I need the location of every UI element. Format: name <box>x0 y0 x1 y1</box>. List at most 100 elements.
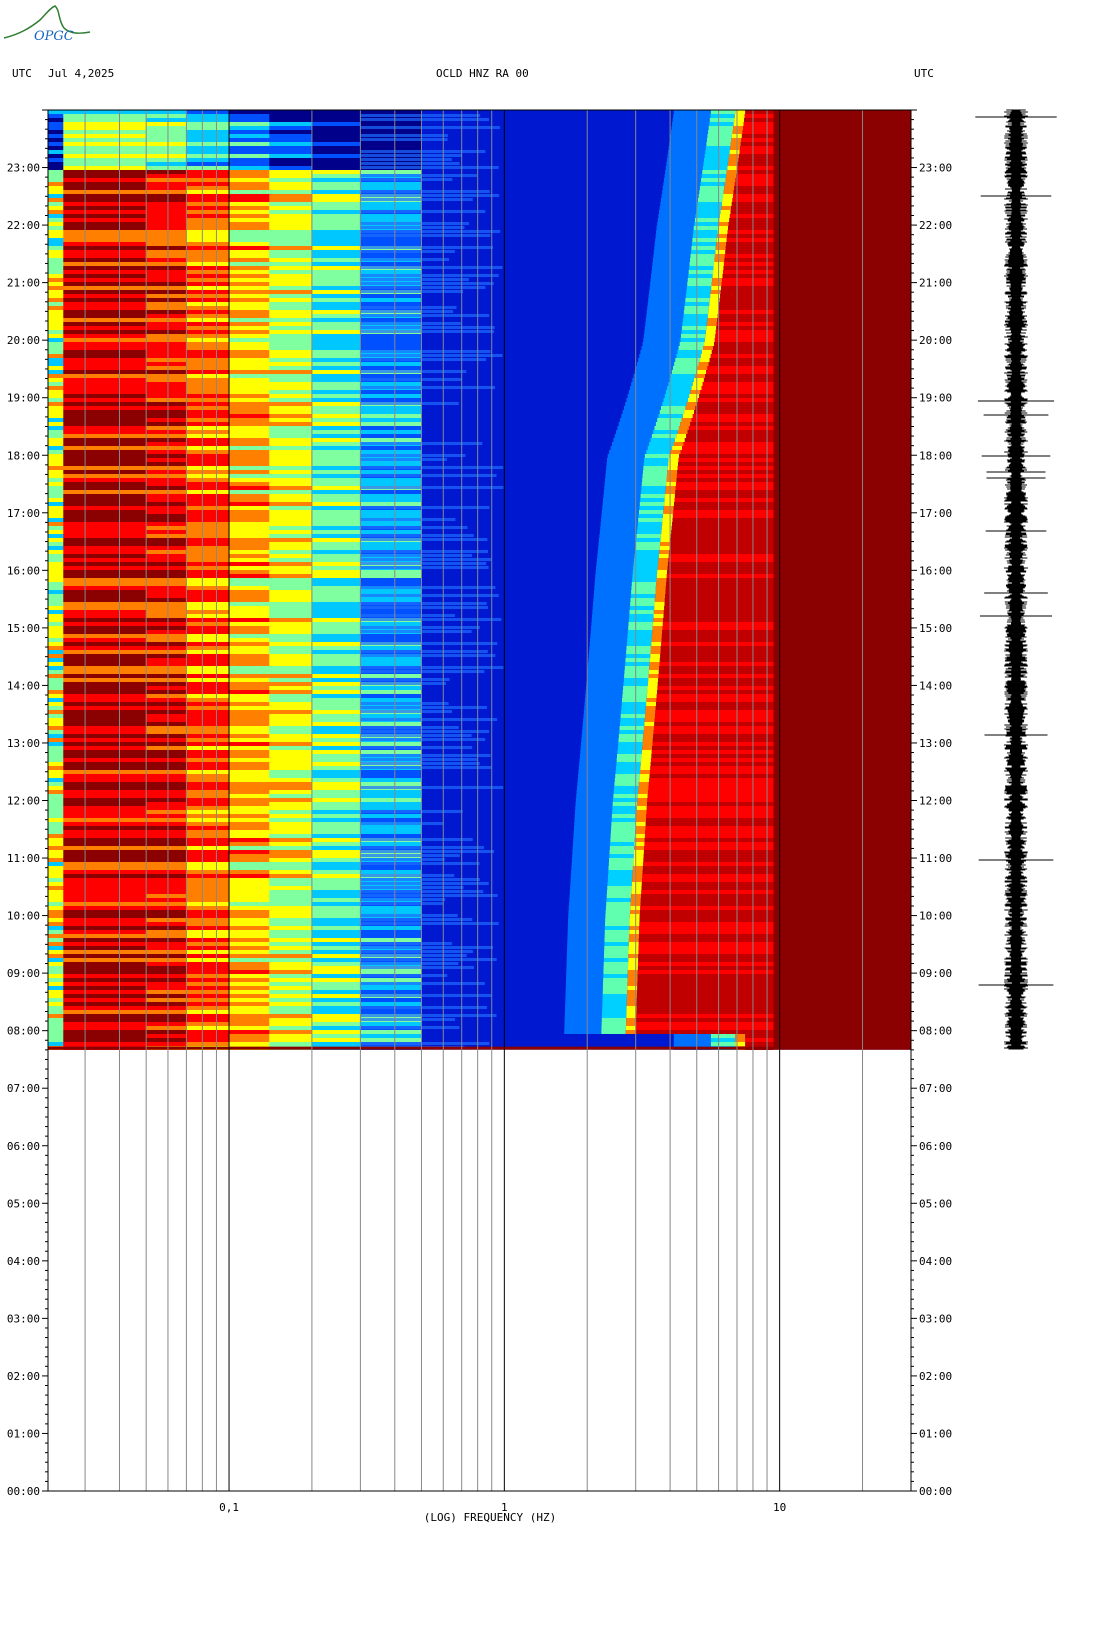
heatmap-cell <box>621 702 647 706</box>
heatmap-cell <box>635 542 661 546</box>
heatmap-cell <box>718 310 774 314</box>
heatmap-cell <box>48 882 64 886</box>
heatmap-cell <box>691 242 717 246</box>
heatmap-cell <box>672 446 683 450</box>
heatmap-cell <box>146 754 187 758</box>
heatmap-cell <box>311 510 361 514</box>
heatmap-cell <box>360 698 422 702</box>
heatmap-cell <box>683 310 709 314</box>
heatmap-cell <box>269 266 313 270</box>
heatmap-cell <box>608 866 633 870</box>
logo-text: OPGC <box>34 29 74 44</box>
heatmap-cell <box>591 618 629 622</box>
heatmap-cell <box>636 1018 774 1022</box>
heatmap-cell <box>48 118 64 122</box>
heatmap-cell <box>63 514 147 518</box>
y-tick-label-right: 09:00 <box>919 967 952 980</box>
heatmap-cell <box>63 250 147 254</box>
heatmap-cell <box>186 626 230 630</box>
data-start-line <box>48 1046 911 1050</box>
heatmap-cell <box>711 286 722 290</box>
heatmap-cell <box>311 230 361 234</box>
heatmap-cell <box>672 366 698 370</box>
heatmap-cell <box>269 994 313 998</box>
heatmap-cell <box>229 302 270 306</box>
heatmap-cell <box>229 454 270 458</box>
heatmap-cell <box>360 770 422 774</box>
heatmap-cell <box>186 482 230 486</box>
heatmap-cell <box>63 422 147 426</box>
heatmap-cell <box>682 446 774 450</box>
heatmap-cell <box>647 682 658 686</box>
heatmap-cell <box>186 138 230 142</box>
heatmap-cell <box>63 358 147 362</box>
heatmap-cell <box>63 1022 147 1026</box>
heatmap-cell <box>592 614 630 618</box>
heatmap-cell <box>677 466 774 470</box>
heatmap-cell <box>360 838 473 841</box>
heatmap-cell <box>594 578 633 582</box>
heatmap-cell <box>653 430 678 434</box>
heatmap-cell <box>269 790 313 794</box>
heatmap-cell <box>63 446 147 450</box>
heatmap-cell <box>632 878 643 882</box>
heatmap-cell <box>63 886 147 890</box>
heatmap-cell <box>598 546 636 550</box>
heatmap-cell <box>229 954 270 958</box>
heatmap-cell <box>48 586 64 590</box>
heatmap-cell <box>360 566 489 569</box>
heatmap-cell <box>63 1010 147 1014</box>
heatmap-cell <box>269 1002 313 1006</box>
heatmap-cell <box>48 338 64 342</box>
y-tick-label-left: 06:00 <box>7 1140 40 1153</box>
heatmap-cell <box>724 254 774 258</box>
heatmap-cell <box>638 782 649 786</box>
heatmap-cell <box>686 286 712 290</box>
heatmap-cell <box>723 266 774 270</box>
heatmap-cell <box>186 154 230 158</box>
heatmap-cell <box>311 958 361 962</box>
heatmap-cell <box>48 290 64 294</box>
heatmap-cell <box>269 998 313 1002</box>
heatmap-cell <box>360 550 489 553</box>
heatmap-cell <box>705 146 731 150</box>
heatmap-cell <box>63 166 147 170</box>
heatmap-cell <box>48 922 64 926</box>
heatmap-cell <box>48 958 64 962</box>
heatmap-cell <box>311 918 361 922</box>
heatmap-cell <box>603 962 629 966</box>
heatmap-cell <box>269 626 313 630</box>
heatmap-cell <box>702 346 713 350</box>
heatmap-cell <box>146 674 187 678</box>
heatmap-cell <box>229 130 270 134</box>
heatmap-cell <box>48 806 64 810</box>
heatmap-cell <box>360 498 422 502</box>
heatmap-cell <box>146 390 187 394</box>
heatmap-cell <box>665 390 691 394</box>
heatmap-cell <box>360 470 422 474</box>
heatmap-cell <box>63 666 147 670</box>
heatmap-cell <box>633 374 671 378</box>
heatmap-cell <box>63 994 147 998</box>
heatmap-cell <box>564 1030 602 1034</box>
heatmap-cell <box>648 674 659 678</box>
heatmap-cell <box>667 570 774 574</box>
heatmap-cell <box>269 442 313 446</box>
heatmap-cell <box>63 246 147 250</box>
heatmap-cell <box>726 170 737 174</box>
heatmap-cell <box>703 378 774 382</box>
heatmap-cell <box>679 342 705 346</box>
heatmap-cell <box>714 254 725 258</box>
heatmap-cell <box>629 610 654 614</box>
heatmap-cell <box>186 914 230 918</box>
heatmap-cell <box>48 834 64 838</box>
heatmap-cell <box>48 1002 64 1006</box>
heatmap-cell <box>695 406 774 410</box>
heatmap-cell <box>48 406 64 410</box>
heatmap-cell <box>269 902 313 906</box>
heatmap-cell <box>63 694 147 698</box>
heatmap-cell <box>63 230 147 234</box>
heatmap-cell <box>724 258 774 262</box>
heatmap-cell <box>269 722 313 726</box>
heatmap-cell <box>269 490 313 494</box>
